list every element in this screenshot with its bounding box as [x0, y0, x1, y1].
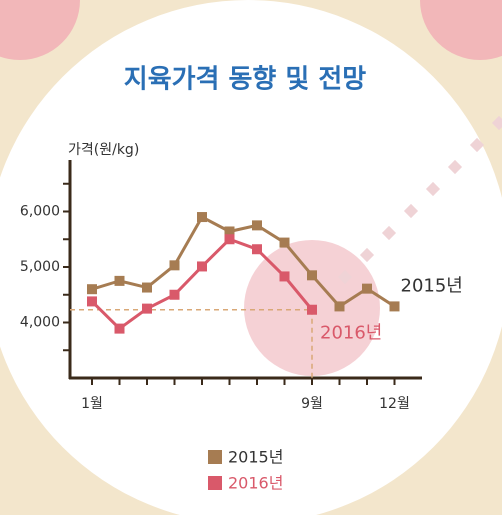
point [142, 303, 152, 314]
x-tick-label: 9월 [301, 396, 323, 412]
legend-swatch [208, 450, 222, 464]
point [224, 234, 235, 245]
y-tick-label: 4,000 [20, 315, 60, 331]
chart-title: 지육가격 동향 및 전망 [124, 65, 367, 95]
trail [337, 115, 502, 285]
legend-label: 2015년 [228, 448, 283, 467]
x-tick-label: 12월 [379, 396, 410, 412]
point [114, 323, 125, 334]
point [87, 284, 97, 295]
point [307, 270, 317, 281]
point [114, 275, 125, 286]
point [307, 304, 317, 315]
point [389, 301, 400, 312]
y-tick-label: 6,000 [20, 204, 60, 220]
point [224, 226, 235, 237]
point [334, 301, 345, 312]
point [142, 282, 152, 293]
point [252, 244, 262, 255]
decor-circle [0, 0, 80, 60]
legend-swatch [208, 476, 222, 490]
series-label: 2015년 [401, 275, 463, 296]
point [362, 283, 372, 294]
point [87, 296, 97, 307]
y-axis-label: 가격(원/kg) [68, 142, 139, 158]
x-tick-label: 1월 [81, 396, 103, 412]
series-label: 2016년 [320, 323, 382, 344]
point [197, 212, 207, 223]
legend-label: 2016년 [228, 474, 283, 493]
point [169, 289, 180, 300]
decor-circle [420, 0, 502, 60]
y-tick-label: 5,000 [20, 259, 60, 275]
point [252, 220, 262, 231]
point [197, 261, 207, 272]
point [169, 260, 180, 271]
point [279, 271, 290, 282]
point [279, 237, 290, 248]
